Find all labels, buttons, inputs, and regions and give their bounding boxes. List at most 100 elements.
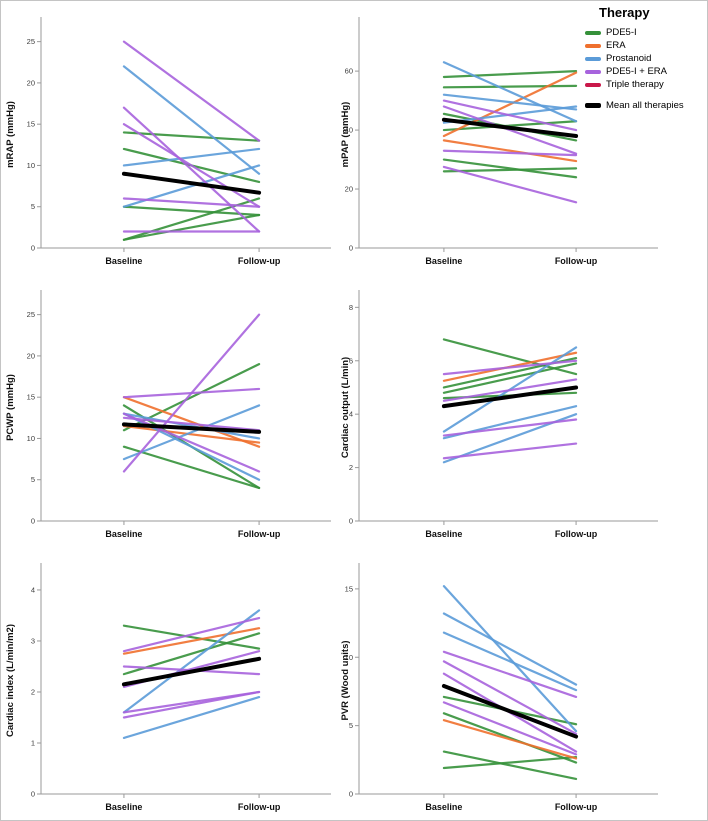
y-tick-label: 5 (31, 202, 35, 211)
legend-items: PDE5-I ERA Prostanoid PDE5-I + ERA Triple th… (585, 26, 703, 112)
series-line-pde5-i (122, 131, 261, 142)
legend-item-label: PDE5-I (606, 27, 637, 38)
series-line-pde5-i-era (442, 660, 578, 735)
mean-line (121, 656, 262, 687)
y-tick-label: 5 (349, 721, 353, 730)
series-line-pde5-i-era (442, 378, 578, 402)
mean-line (121, 422, 262, 434)
y-axis-title: Cardiac output (L/min) (341, 357, 351, 458)
y-tick-label: 3 (31, 636, 35, 645)
series-line-prostanoid (122, 609, 261, 714)
series-line-pde5-i (442, 70, 578, 79)
series-line-pde5-i (442, 362, 578, 394)
y-axis-title: mRAP (mmHg) (5, 101, 16, 168)
x-category-label: Baseline (425, 256, 462, 266)
legend-swatch-icon (585, 43, 601, 48)
series-line-pde5-i (442, 158, 578, 179)
series-line-pde5-i-era (122, 616, 261, 653)
y-tick-label: 20 (345, 185, 353, 194)
legend-item-label: ERA (606, 40, 626, 51)
x-category-label: Follow-up (238, 802, 281, 812)
series-line-pde5-i-era (122, 106, 261, 233)
legend-title: Therapy (599, 5, 650, 20)
mpap-chart: 0 20 40 60 Baseline Follow-up mPAP (mmHg) (341, 17, 658, 266)
y-axis-title: PCWP (mmHg) (5, 374, 16, 441)
y-tick-label: 5 (31, 475, 35, 484)
series-line-pde5-i-era (122, 313, 261, 473)
x-category-label: Follow-up (555, 256, 598, 266)
legend-item-pde5-i: PDE5-I (585, 26, 703, 39)
axis-frame (40, 290, 331, 522)
x-category-label: Baseline (105, 802, 142, 812)
series-line-pde5-i-era (442, 442, 578, 460)
y-tick-label: 60 (345, 67, 353, 76)
y-tick-label: 0 (31, 244, 35, 253)
y-axis-title: PVR (Wood units) (341, 640, 351, 720)
series-line-pde5-i-era (122, 412, 261, 473)
series-line-pde5-i (442, 120, 578, 132)
legend-item-triple-therapy: Triple therapy (585, 78, 703, 91)
series-line-era (122, 627, 261, 655)
y-tick-label: 8 (349, 303, 353, 312)
legend-item-prostanoid: Prostanoid (585, 52, 703, 65)
y-tick-label: 15 (27, 393, 35, 402)
y-axis-title: Cardiac index (L/min/m2) (5, 624, 16, 737)
panel-mpap: 0 20 40 60 Baseline Follow-up mPAP (mmHg) (341, 1, 707, 274)
legend-item-pde5-i-era: PDE5-I + ERA (585, 65, 703, 78)
axis-frame (40, 17, 331, 249)
series-line-pde5-i-era (442, 650, 578, 699)
series-line-prostanoid (122, 404, 261, 461)
x-category-label: Baseline (105, 256, 142, 266)
y-tick-label: 4 (31, 585, 35, 594)
y-tick-label: 20 (27, 351, 35, 360)
y-tick-label: 1 (31, 738, 35, 747)
y-tick-label: 0 (349, 244, 353, 253)
series-line-prostanoid (122, 695, 261, 739)
series-line-era (442, 719, 578, 760)
series-line-prostanoid (442, 93, 578, 111)
legend-swatch-icon (585, 103, 601, 108)
y-axis-title: mPAP (mmHg) (341, 102, 351, 168)
series-line-pde5-i (122, 205, 261, 217)
series-line-era (122, 396, 261, 448)
series-line-pde5-i (442, 84, 578, 89)
series-line-pde5-i-era (442, 149, 578, 157)
legend-item-label: Triple therapy (606, 79, 664, 90)
series-line-prostanoid (122, 65, 261, 175)
y-tick-label: 6 (349, 356, 353, 365)
series-line-era (122, 424, 261, 444)
y-tick-label: 0 (349, 790, 353, 799)
x-category-label: Follow-up (238, 529, 281, 539)
mean-line (121, 171, 262, 195)
axis-frame (40, 563, 331, 795)
axis-frame (358, 563, 658, 795)
y-tick-label: 10 (27, 161, 35, 170)
series-line-prostanoid (442, 585, 578, 733)
series-line-pde5-i-era (122, 197, 261, 208)
y-tick-label: 20 (27, 78, 35, 87)
series-line-pde5-i-era (122, 416, 261, 432)
cardiac-index-chart: 0 1 2 3 4 Baseline Follow-up Cardiac index (L/m… (5, 563, 331, 812)
legend-swatch-icon (585, 69, 601, 74)
series-line-pde5-i-era (442, 359, 578, 376)
x-category-label: Follow-up (238, 256, 281, 266)
series-line-pde5-i-era (442, 165, 578, 204)
series-line-pde5-i (122, 624, 261, 650)
legend: Therapy PDE5-I ERA Prostanoid PDE5-I + ERA T… (585, 3, 703, 112)
y-tick-label: 25 (27, 37, 35, 46)
series-line-pde5-i-era (122, 690, 261, 719)
series-line-pde5-i (442, 712, 578, 764)
mean-line (441, 385, 579, 409)
pvr-chart: 0 5 10 15 Baseline Follow-up PVR (Wood units) (341, 563, 658, 812)
series-line-era (442, 71, 578, 138)
panel-pvr: 0 5 10 15 Baseline Follow-up PVR (Wood units) (341, 547, 707, 820)
x-category-label: Baseline (425, 802, 462, 812)
axis-frame (358, 290, 658, 522)
series-line-prostanoid (442, 61, 578, 123)
x-category-label: Baseline (425, 529, 462, 539)
series-line-pde5-i (122, 445, 261, 490)
legend-item-era: ERA (585, 39, 703, 52)
mean-line (441, 117, 579, 138)
